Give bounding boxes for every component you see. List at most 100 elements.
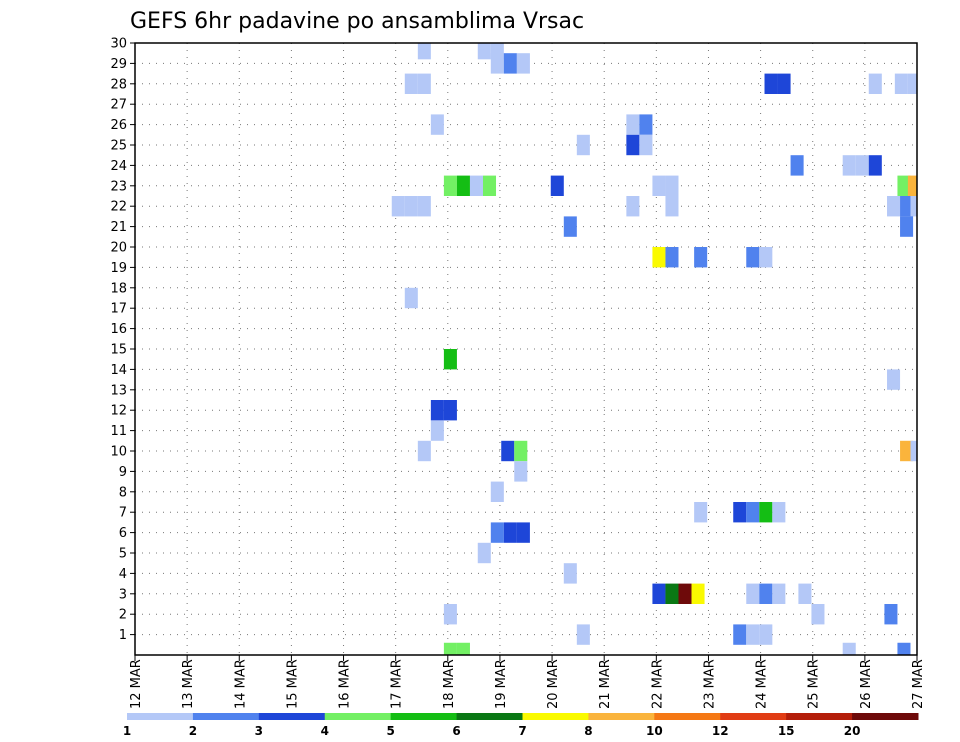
colorbar-swatch (786, 713, 853, 720)
precip-cell (855, 155, 869, 176)
x-tick-label: 23 MAR (702, 659, 717, 709)
precip-cell (430, 420, 444, 441)
precip-cell (639, 134, 653, 156)
colorbar-label: 2 (189, 724, 197, 738)
precip-cell (694, 247, 708, 268)
y-tick-label: 14 (110, 363, 127, 378)
y-tick-label: 5 (119, 547, 127, 562)
x-tick-label: 18 MAR (442, 659, 457, 709)
precip-cell (694, 502, 708, 523)
colorbar-label: 7 (518, 724, 526, 738)
colorbar-swatch (127, 713, 194, 720)
colorbar-label: 8 (584, 724, 592, 738)
precip-cell (733, 624, 747, 645)
y-tick-label: 22 (110, 200, 127, 215)
precip-cell (900, 216, 914, 237)
x-tick-label: 19 MAR (494, 659, 509, 709)
precip-cell (477, 43, 491, 60)
y-tick-label: 4 (119, 567, 127, 582)
precip-cell (430, 114, 444, 135)
y-tick-label: 27 (110, 98, 127, 113)
precip-cell (884, 604, 898, 625)
y-tick-label: 26 (110, 118, 127, 133)
colorbar-swatch (588, 713, 655, 720)
precip-cell (514, 461, 528, 482)
precip-cell (456, 642, 470, 655)
x-tick-label: 13 MAR (181, 659, 196, 709)
precip-cell (443, 400, 457, 421)
y-tick-label: 23 (110, 179, 127, 194)
precip-cell (563, 563, 577, 584)
colorbar-swatch (390, 713, 458, 720)
colorbar-swatch (192, 713, 260, 720)
precip-cells (391, 43, 917, 655)
y-tick-label: 3 (119, 587, 127, 602)
precip-cell (550, 175, 564, 196)
precip-cell (868, 73, 882, 94)
y-tick-label: 10 (110, 445, 127, 460)
precip-cell (894, 73, 908, 94)
precip-cell (404, 196, 418, 217)
x-tick-label: 25 MAR (807, 659, 822, 709)
precip-cell (639, 114, 653, 135)
precip-cell (417, 196, 431, 217)
precip-cell (516, 53, 530, 74)
y-tick-label: 8 (119, 485, 127, 500)
precip-cell (907, 73, 917, 94)
precip-cell (417, 440, 431, 462)
precip-cell (691, 583, 705, 604)
y-tick-label: 11 (110, 424, 127, 439)
precip-cell (900, 196, 914, 217)
y-tick-label: 25 (110, 139, 127, 154)
precip-cell (897, 642, 911, 655)
precip-cell (417, 73, 431, 94)
precip-cell (910, 196, 917, 217)
colorbar-swatch (324, 713, 392, 720)
precip-cell (391, 196, 405, 217)
precip-cell (842, 642, 856, 655)
colorbar-label: 20 (844, 724, 861, 738)
y-tick-label: 1 (119, 628, 127, 643)
x-tick-label: 17 MAR (390, 659, 405, 709)
y-tick-label: 16 (110, 322, 127, 337)
plot-frame (134, 42, 918, 656)
precip-cell (652, 247, 666, 268)
precip-cell (417, 43, 431, 60)
y-tick-label: 20 (110, 241, 127, 256)
colorbar-swatch (258, 713, 326, 720)
precip-cell (490, 481, 504, 502)
precip-cell (759, 624, 773, 645)
colorbar-label: 4 (321, 724, 329, 738)
precip-cell (764, 73, 778, 94)
precip-cell (626, 134, 640, 156)
precip-cell (652, 583, 666, 604)
y-tick-label: 30 (110, 37, 127, 52)
precip-cell (887, 196, 901, 217)
y-tick-label: 17 (110, 302, 127, 317)
colorbar-legend: 1 2 3 4 5 6 7 8 10 12 15 20 (123, 713, 919, 738)
precip-cell (443, 604, 457, 625)
precip-cell (798, 583, 812, 604)
x-tick-label: 21 MAR (598, 659, 613, 709)
precip-cell (790, 155, 804, 176)
precip-cell (907, 175, 917, 196)
y-tick-label: 29 (110, 57, 127, 72)
colorbar-label: 12 (712, 724, 729, 738)
y-tick-label: 12 (110, 404, 127, 419)
y-tick-label: 21 (110, 220, 127, 235)
y-tick-label: 9 (119, 465, 127, 480)
x-tick-label: 22 MAR (650, 659, 665, 709)
precip-cell (576, 134, 590, 156)
precip-cell (576, 624, 590, 645)
colorbar-label: 3 (255, 724, 263, 738)
precip-cell (482, 175, 497, 196)
y-tick-label: 2 (119, 608, 127, 623)
precip-cell (490, 522, 504, 543)
precip-cell (900, 440, 914, 462)
precip-cell (746, 583, 760, 604)
precip-cell (477, 542, 491, 564)
precip-cell (563, 216, 577, 237)
precip-cell (665, 175, 679, 196)
y-tick-label: 13 (110, 383, 127, 398)
precip-cell (665, 196, 679, 217)
